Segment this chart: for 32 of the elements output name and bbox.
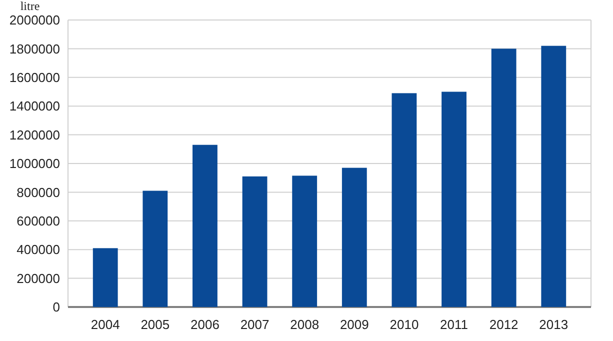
bar: [392, 93, 417, 307]
y-tick-label: 800000: [16, 184, 60, 200]
y-tick-label: 1400000: [9, 98, 60, 114]
bar: [342, 168, 367, 307]
y-tick-label: 400000: [16, 242, 60, 258]
x-tick-label: 2007: [240, 317, 270, 332]
bar: [242, 176, 268, 307]
y-tick-label: 200000: [16, 270, 60, 286]
y-tick-label: 2000000: [9, 12, 60, 28]
y-tick-label: 1000000: [9, 156, 60, 172]
bar: [442, 92, 466, 307]
bar: [292, 176, 318, 307]
x-tick-label: 2012: [489, 317, 518, 332]
bar: [491, 48, 516, 307]
x-tick-label: 2005: [140, 317, 170, 332]
x-tick-label: 2009: [340, 317, 369, 332]
bar: [142, 190, 168, 307]
bar: [192, 144, 218, 307]
y-tick-label: 1600000: [9, 70, 60, 85]
x-tick-label: 2004: [90, 317, 120, 332]
y-tick-label: 0: [52, 300, 60, 315]
bar: [541, 46, 566, 307]
y-tick-label: 600000: [16, 213, 60, 228]
x-tick-label: 2013: [539, 317, 568, 332]
bar: [92, 248, 118, 307]
y-tick-label: 1800000: [9, 41, 60, 56]
y-tick-label: 1200000: [9, 127, 60, 142]
x-tick-label: 2008: [290, 317, 320, 332]
x-tick-label: 2006: [190, 317, 220, 332]
x-tick-label: 2011: [440, 317, 468, 332]
x-tick-label: 2010: [390, 317, 419, 332]
y-axis-title: litre: [20, 0, 40, 13]
